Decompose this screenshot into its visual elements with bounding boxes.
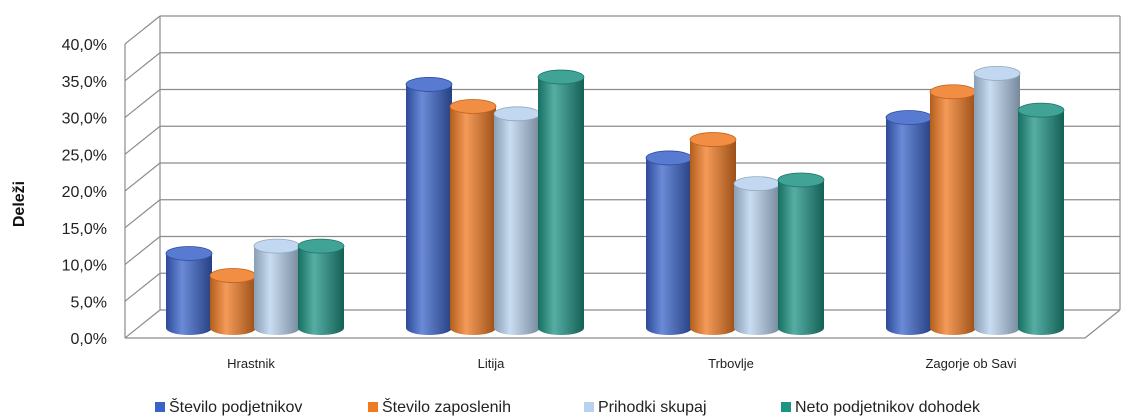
y-axis-title: Deleži [11,181,28,227]
bar [1017,102,1065,336]
y-axis-ticks: 0,0% 5,0% 10,0% 15,0% 20,0% 25,0% 30,0% 35,0% 40… [62,37,107,348]
x-tick-label: Zagorje ob Savi [925,356,1016,371]
y-tick-label: 20,0% [62,184,107,201]
gridline-side [124,162,161,192]
x-tick-label: Trbovlje [708,356,754,371]
bar [689,132,737,335]
bar [209,268,257,335]
gridline-side [124,199,161,229]
gridline-side [124,272,161,302]
bar [449,99,497,335]
legend-item: Prihodki skupaj [584,399,707,416]
x-tick-label: Litija [478,356,506,371]
legend-swatch [584,402,594,412]
legend-swatch [781,402,791,412]
bar [405,77,453,335]
bar [645,150,693,335]
y-tick-label: 30,0% [62,111,107,128]
x-tick-label: Hrastnik [227,356,275,371]
gridline-side [124,236,161,265]
legend-item: Število podjetnikov [155,397,302,416]
legend-label: Število zaposlenih [382,397,511,416]
bar [885,110,933,335]
y-tick-label: 40,0% [62,37,107,54]
floor-edge [1084,309,1121,339]
bars [165,66,1065,336]
gridline-side [124,309,161,339]
bar [777,172,825,335]
legend-item: Neto podjetnikov dohodek [781,399,981,416]
y-tick-label: 5,0% [71,294,107,311]
gridline-side [124,52,161,82]
legend-item: Število zaposlenih [368,397,511,416]
y-tick-label: 25,0% [62,147,107,164]
y-tick-label: 35,0% [62,74,107,91]
bar [733,176,781,335]
bar [297,238,345,335]
legend-swatch [368,402,378,412]
legend-label: Prihodki skupaj [598,399,707,416]
bar [929,84,977,336]
x-axis-ticks: Hrastnik Litija Trbovlje Zagorje ob Savi [227,356,1016,371]
legend-label: Neto podjetnikov dohodek [795,399,981,416]
y-tick-label: 15,0% [62,221,107,238]
bar [973,66,1021,336]
legend-label: Število podjetnikov [169,397,302,416]
legend: Število podjetnikov Število zaposlenih Pri… [155,397,981,416]
gridline-side [124,125,161,155]
gridline-side [124,89,161,118]
legend-swatch [155,402,165,412]
bar [537,69,585,335]
bar [493,106,541,335]
y-tick-label: 10,0% [62,258,107,275]
bar [253,238,301,335]
bar [165,246,213,335]
y-tick-label: 0,0% [71,331,107,348]
gridline-side [124,15,161,45]
